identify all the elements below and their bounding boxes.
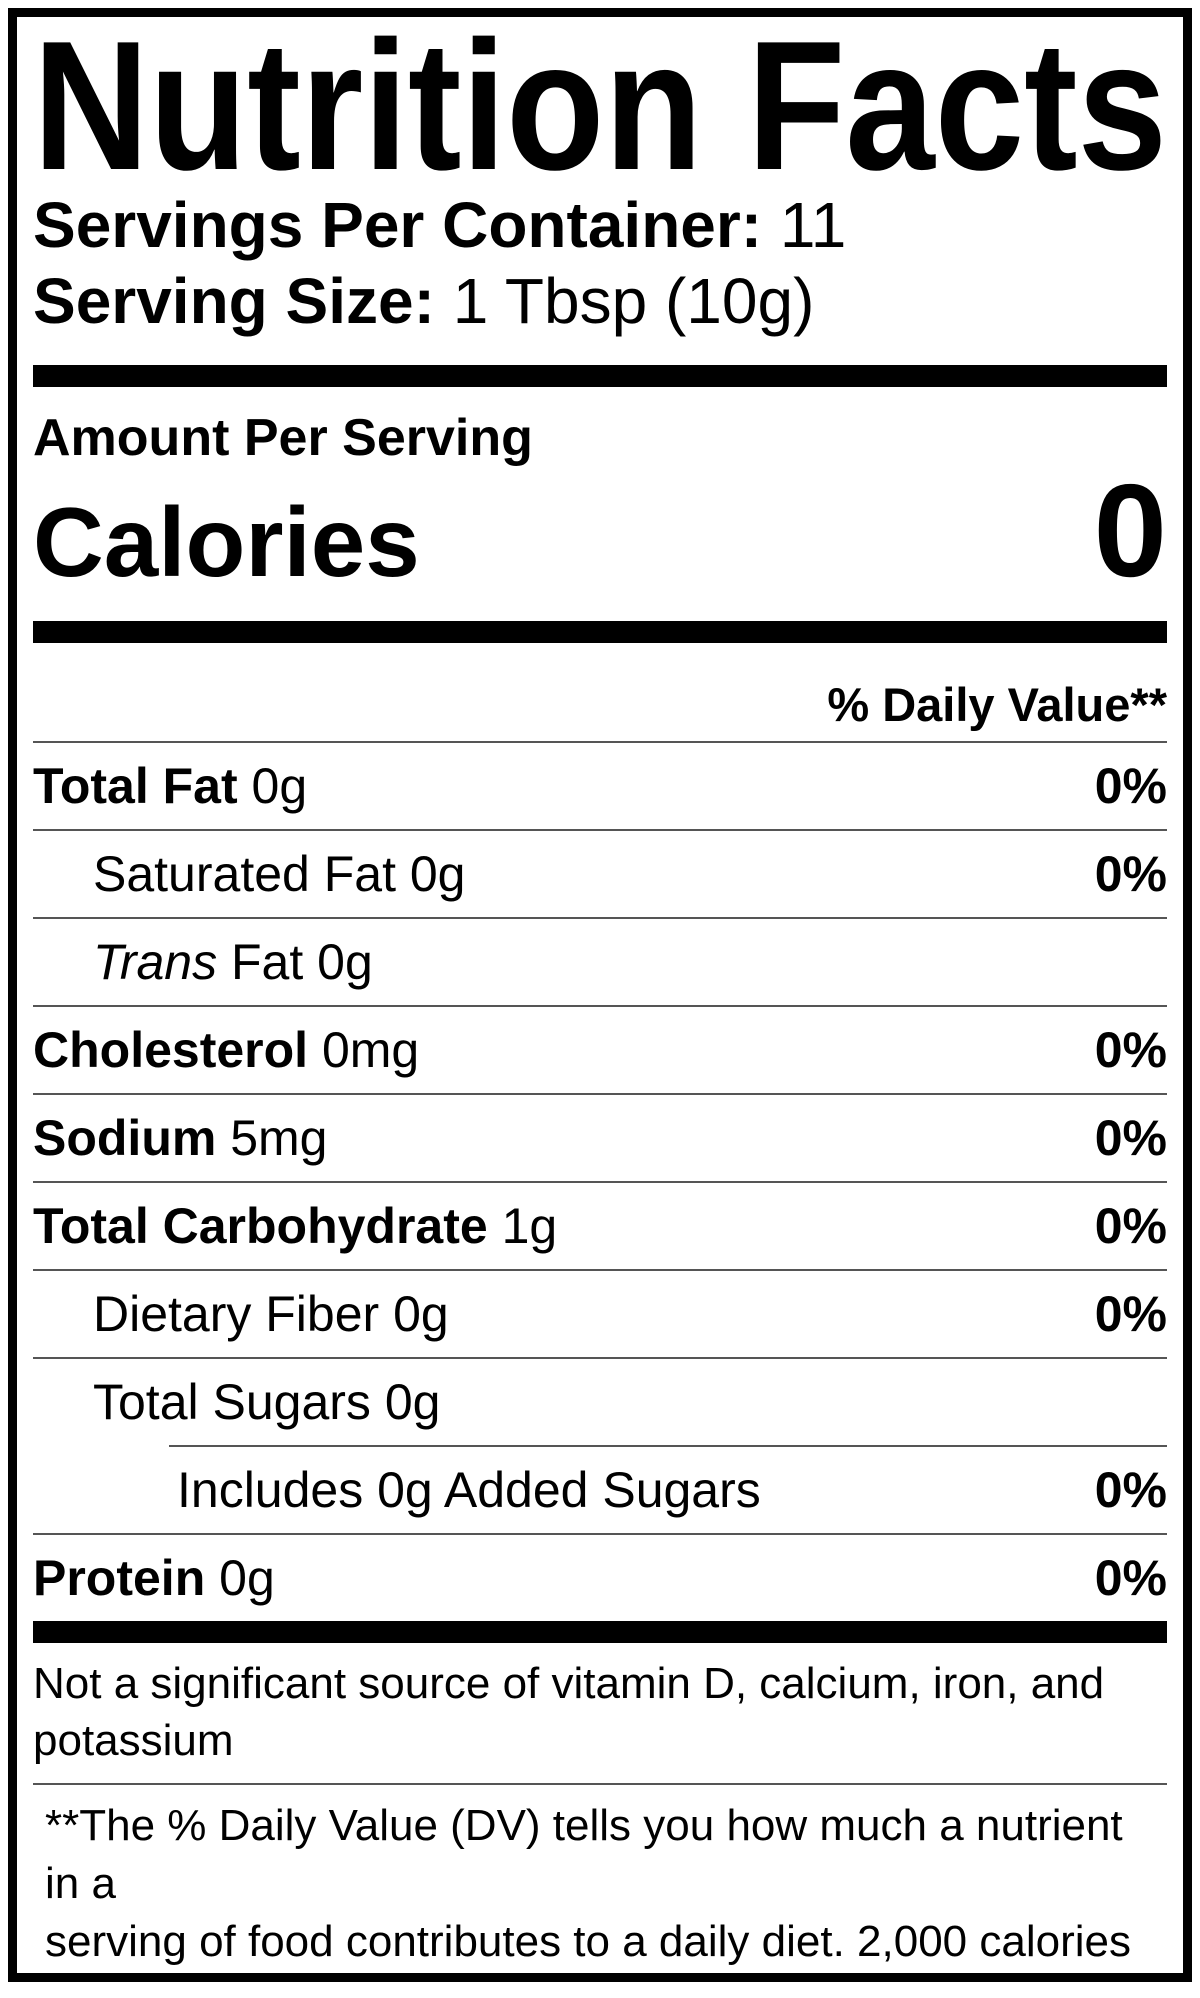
calories-value: 0 — [1093, 457, 1167, 604]
daily-value-percent: 0% — [1094, 1110, 1167, 1166]
nutrient-row-total-carbohydrate: Total Carbohydrate 1g 0% — [33, 1181, 1167, 1269]
serving-size-row: Serving Size: 1 Tbsp (10g) — [33, 263, 1167, 339]
insignificant-nutrients-note: Not a significant source of vitamin D, c… — [33, 1655, 1167, 1769]
daily-value-percent: 0% — [1094, 1462, 1167, 1518]
daily-value-percent: 0% — [1094, 1550, 1167, 1606]
serving-size-value: 1 Tbsp (10g) — [434, 265, 815, 337]
thick-divider-bottom — [33, 1621, 1167, 1643]
calories-label: Calories — [33, 487, 420, 597]
daily-value-footnote: **The % Daily Value (DV) tells you how m… — [33, 1797, 1167, 1973]
label-title-svg: Nutrition Facts — [33, 31, 1167, 181]
nutrient-row-added-sugars: Includes 0g Added Sugars 0% — [169, 1445, 1167, 1533]
nutrient-name: Dietary Fiber 0g — [93, 1286, 449, 1342]
note-line: Not a significant source of vitamin D, c… — [33, 1659, 1105, 1708]
note-line: potassium — [33, 1716, 234, 1765]
nutrient-name: Total Fat 0g — [33, 758, 308, 814]
nutrient-row-total-sugars: Total Sugars 0g — [33, 1357, 1167, 1445]
nutrient-name: Protein 0g — [33, 1550, 275, 1606]
daily-value-percent: 0% — [1094, 758, 1167, 814]
nutrient-row-sodium: Sodium 5mg 0% — [33, 1093, 1167, 1181]
footnote-divider — [33, 1783, 1167, 1785]
label-title: Nutrition Facts — [33, 31, 1167, 181]
servings-per-container-label: Servings Per Container: — [33, 189, 763, 261]
nutrition-facts-label: Nutrition Facts Servings Per Container: … — [8, 8, 1192, 1982]
serving-info: Servings Per Container: 11 Serving Size:… — [33, 187, 1167, 339]
daily-value-percent: 0% — [1094, 1022, 1167, 1078]
daily-value-header: % Daily Value** — [827, 678, 1167, 731]
nutrient-name: Sodium 5mg — [33, 1110, 328, 1166]
calories-row: Calories 0 — [33, 465, 1167, 597]
footnote-line: serving of food contributes to a daily d… — [45, 1917, 1131, 1966]
amount-per-serving-label: Amount Per Serving — [33, 409, 533, 467]
nutrient-name: Total Sugars 0g — [93, 1374, 441, 1430]
nutrient-row-total-fat: Total Fat 0g 0% — [33, 741, 1167, 829]
nutrient-row-dietary-fiber: Dietary Fiber 0g 0% — [33, 1269, 1167, 1357]
nutrient-row-cholesterol: Cholesterol 0mg 0% — [33, 1005, 1167, 1093]
thick-divider-mid — [33, 621, 1167, 643]
nutrient-row-protein: Protein 0g 0% — [33, 1533, 1167, 1621]
nutrient-name: Total Carbohydrate 1g — [33, 1198, 558, 1254]
nutrient-name: Saturated Fat 0g — [93, 846, 466, 902]
servings-per-container-row: Servings Per Container: 11 — [33, 187, 1167, 263]
nutrient-name: Cholesterol 0mg — [33, 1022, 420, 1078]
daily-value-percent: 0% — [1094, 1198, 1167, 1254]
servings-per-container-value: 11 — [762, 189, 847, 261]
nutrient-row-saturated-fat: Saturated Fat 0g 0% — [33, 829, 1167, 917]
nutrient-row-trans-fat: Trans Fat 0g — [33, 917, 1167, 1005]
daily-value-percent: 0% — [1094, 846, 1167, 902]
footnote-line: **The % Daily Value (DV) tells you how m… — [45, 1801, 1123, 1908]
nutrient-name: Includes 0g Added Sugars — [177, 1462, 761, 1518]
daily-value-percent: 0% — [1094, 1286, 1167, 1342]
thick-divider-top — [33, 365, 1167, 387]
serving-size-label: Serving Size: — [33, 265, 435, 337]
nutrient-name: Trans Fat 0g — [93, 934, 373, 990]
